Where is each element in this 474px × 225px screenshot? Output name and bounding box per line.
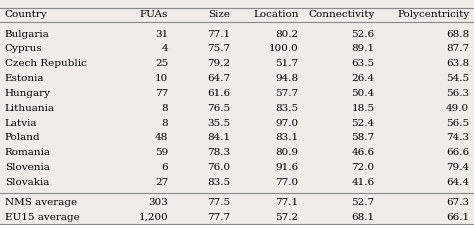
- Text: 83.5: 83.5: [207, 177, 230, 186]
- Text: 91.6: 91.6: [275, 162, 299, 171]
- Text: 57.2: 57.2: [275, 212, 299, 220]
- Text: 31: 31: [155, 29, 168, 38]
- Text: 77.7: 77.7: [207, 212, 230, 220]
- Text: 68.8: 68.8: [446, 29, 469, 38]
- Text: 68.1: 68.1: [351, 212, 374, 220]
- Text: 54.5: 54.5: [446, 74, 469, 83]
- Text: 6: 6: [162, 162, 168, 171]
- Text: 77.1: 77.1: [275, 197, 299, 206]
- Text: 26.4: 26.4: [351, 74, 374, 83]
- Text: Romania: Romania: [5, 147, 51, 156]
- Text: 52.6: 52.6: [351, 29, 374, 38]
- Text: 4: 4: [162, 44, 168, 53]
- Text: 63.5: 63.5: [351, 59, 374, 68]
- Text: 100.0: 100.0: [269, 44, 299, 53]
- Text: 80.9: 80.9: [275, 147, 299, 156]
- Text: 49.0: 49.0: [446, 103, 469, 112]
- Text: 80.2: 80.2: [275, 29, 299, 38]
- Text: 63.8: 63.8: [446, 59, 469, 68]
- Text: 41.6: 41.6: [351, 177, 374, 186]
- Text: 1,200: 1,200: [138, 212, 168, 220]
- Text: 76.0: 76.0: [207, 162, 230, 171]
- Text: 35.5: 35.5: [207, 118, 230, 127]
- Text: 51.7: 51.7: [275, 59, 299, 68]
- Text: 58.7: 58.7: [351, 133, 374, 142]
- Text: Location: Location: [253, 10, 299, 19]
- Text: 46.6: 46.6: [351, 147, 374, 156]
- Text: 52.4: 52.4: [351, 118, 374, 127]
- Text: Lithuania: Lithuania: [5, 103, 55, 112]
- Text: 8: 8: [162, 118, 168, 127]
- Text: Slovenia: Slovenia: [5, 162, 50, 171]
- Text: 64.4: 64.4: [446, 177, 469, 186]
- Text: 97.0: 97.0: [275, 118, 299, 127]
- Text: 79.4: 79.4: [446, 162, 469, 171]
- Text: 67.3: 67.3: [446, 197, 469, 206]
- Text: 72.0: 72.0: [351, 162, 374, 171]
- Text: 83.5: 83.5: [275, 103, 299, 112]
- Text: Polycentricity: Polycentricity: [397, 10, 469, 19]
- Text: 27: 27: [155, 177, 168, 186]
- Text: 303: 303: [148, 197, 168, 206]
- Text: 56.5: 56.5: [446, 118, 469, 127]
- Text: 57.7: 57.7: [275, 88, 299, 97]
- Text: 87.7: 87.7: [446, 44, 469, 53]
- Text: 50.4: 50.4: [351, 88, 374, 97]
- Text: Connectivity: Connectivity: [308, 10, 374, 19]
- Text: 77.1: 77.1: [207, 29, 230, 38]
- Text: EU15 average: EU15 average: [5, 212, 80, 220]
- Text: 25: 25: [155, 59, 168, 68]
- Text: Size: Size: [208, 10, 230, 19]
- Text: Poland: Poland: [5, 133, 40, 142]
- Text: FUAs: FUAs: [140, 10, 168, 19]
- Text: Bulgaria: Bulgaria: [5, 29, 49, 38]
- Text: 74.3: 74.3: [446, 133, 469, 142]
- Text: 94.8: 94.8: [275, 74, 299, 83]
- Text: 84.1: 84.1: [207, 133, 230, 142]
- Text: 64.7: 64.7: [207, 74, 230, 83]
- Text: Country: Country: [5, 10, 47, 19]
- Text: 77.5: 77.5: [207, 197, 230, 206]
- Text: 77: 77: [155, 88, 168, 97]
- Text: 10: 10: [155, 74, 168, 83]
- Text: 61.6: 61.6: [207, 88, 230, 97]
- Text: 75.7: 75.7: [207, 44, 230, 53]
- Text: 8: 8: [162, 103, 168, 112]
- Text: Cyprus: Cyprus: [5, 44, 42, 53]
- Text: 18.5: 18.5: [351, 103, 374, 112]
- Text: Czech Republic: Czech Republic: [5, 59, 86, 68]
- Text: Estonia: Estonia: [5, 74, 44, 83]
- Text: 83.1: 83.1: [275, 133, 299, 142]
- Text: 59: 59: [155, 147, 168, 156]
- Text: Latvia: Latvia: [5, 118, 37, 127]
- Text: 66.6: 66.6: [446, 147, 469, 156]
- Text: Hungary: Hungary: [5, 88, 51, 97]
- Text: 77.0: 77.0: [275, 177, 299, 186]
- Text: Slovakia: Slovakia: [5, 177, 49, 186]
- Text: NMS average: NMS average: [5, 197, 77, 206]
- Text: 89.1: 89.1: [351, 44, 374, 53]
- Text: 66.1: 66.1: [446, 212, 469, 220]
- Text: 78.3: 78.3: [207, 147, 230, 156]
- Text: 76.5: 76.5: [207, 103, 230, 112]
- Text: 48: 48: [155, 133, 168, 142]
- Text: 52.7: 52.7: [351, 197, 374, 206]
- Text: 56.3: 56.3: [446, 88, 469, 97]
- Text: 79.2: 79.2: [207, 59, 230, 68]
